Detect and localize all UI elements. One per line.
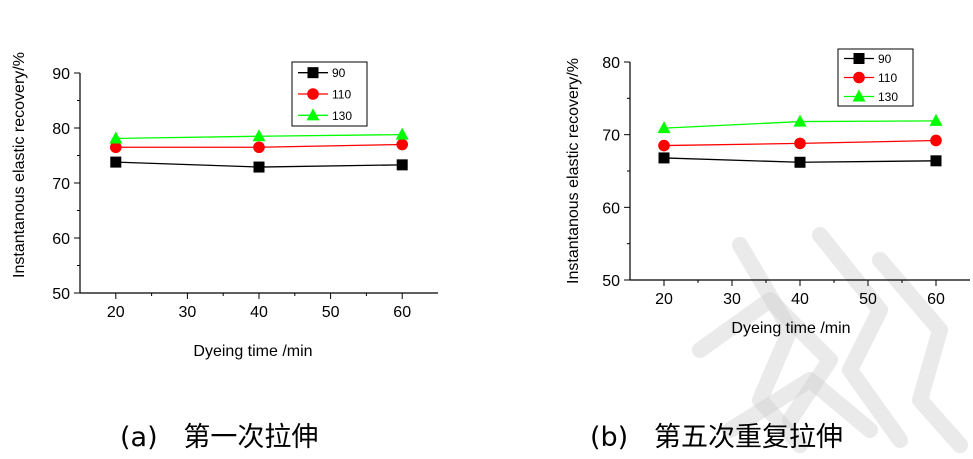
legend-marker-130	[306, 108, 320, 121]
data-point-130	[657, 121, 671, 134]
legend-marker-110	[853, 71, 865, 84]
x-axis-label: Dyeing time /min	[193, 343, 312, 360]
data-point-110	[658, 139, 670, 152]
legend-label: 90	[332, 66, 346, 80]
watermark	[692, 227, 968, 453]
x-tick-label: 30	[179, 304, 197, 321]
data-point-90	[794, 156, 806, 168]
y-tick-label: 60	[602, 200, 620, 217]
data-point-90	[396, 159, 408, 171]
data-point-90	[658, 152, 670, 164]
chart-first-stretch: 50 60 70 80 90 20 30 40 50 60 Dyeing time /min Inst…	[11, 52, 438, 360]
y-tick-label: 50	[602, 273, 620, 290]
x-tick-label: 30	[723, 291, 741, 308]
data-point-110	[110, 141, 122, 154]
x-tick-label: 40	[250, 304, 268, 321]
legend-label: 130	[332, 109, 352, 123]
data-point-110	[930, 134, 942, 147]
data-point-110	[253, 141, 265, 154]
legend-label: 130	[878, 90, 898, 104]
chart-fifth-stretch: 50 60 70 80 20 30 40 50 60 Dyeing time /min Instan…	[565, 48, 970, 337]
y-tick-label: 80	[602, 55, 620, 72]
x-tick-label: 60	[927, 291, 945, 308]
data-point-130	[793, 114, 807, 127]
y-axis-label: Instantanous elastic recovery/%	[565, 58, 582, 284]
x-tick-label: 50	[322, 304, 340, 321]
legend-marker-90	[307, 67, 319, 79]
y-tick-label: 80	[52, 121, 70, 138]
y-axis-label: Instantanous elastic recovery/%	[11, 52, 28, 278]
x-tick-label: 20	[655, 291, 673, 308]
legend-marker-110	[307, 88, 319, 100]
data-point-90	[110, 156, 122, 168]
data-point-90	[253, 161, 265, 173]
data-point-130	[252, 129, 266, 142]
y-tick-label: 60	[52, 231, 70, 248]
legend-label: 90	[878, 52, 892, 66]
y-tick-label: 70	[602, 128, 620, 145]
y-tick-label: 50	[52, 286, 70, 303]
x-tick-label: 40	[791, 291, 809, 308]
x-tick-label: 50	[859, 291, 877, 308]
x-axis-label: Dyeing time /min	[731, 320, 850, 337]
data-point-130	[929, 113, 943, 126]
caption-b: (b) 第五次重复拉伸	[590, 422, 843, 453]
data-point-90	[930, 155, 942, 167]
legend-label: 110	[878, 71, 897, 85]
legend-marker-90	[853, 53, 865, 64]
data-point-110	[396, 138, 409, 151]
x-tick-label: 60	[393, 304, 411, 321]
caption-a: (a) 第一次拉伸	[120, 422, 318, 453]
y-tick-label: 70	[52, 176, 70, 193]
x-tick-label: 20	[107, 304, 125, 321]
data-point-130	[395, 127, 409, 140]
legend-label: 110	[332, 88, 351, 102]
data-point-110	[794, 137, 806, 150]
data-point-130	[109, 131, 123, 144]
legend-marker-130	[852, 89, 866, 102]
y-tick-label: 90	[52, 66, 70, 83]
